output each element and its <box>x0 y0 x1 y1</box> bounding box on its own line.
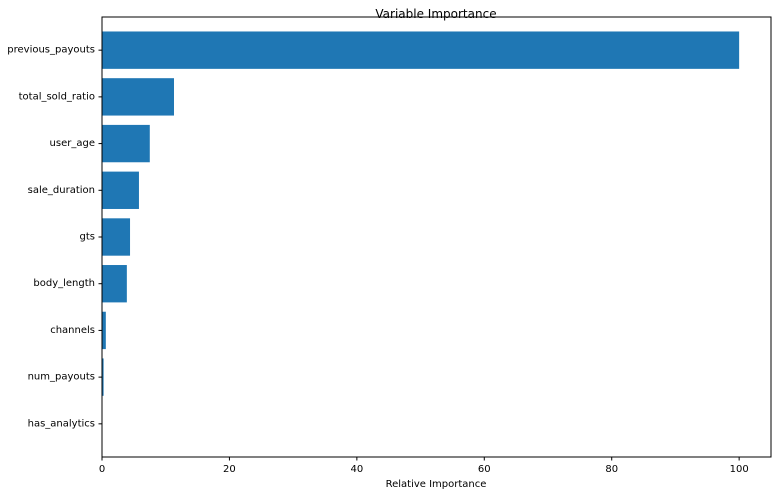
y-tick-label: sale_duration <box>28 185 95 196</box>
y-tick-label: channels <box>50 325 95 336</box>
plot-frame <box>101 16 772 458</box>
y-tick-label: gts <box>80 232 95 243</box>
bar-user-age <box>102 124 150 163</box>
bar-sale-duration <box>102 171 139 209</box>
y-axis: previous_payouts total_sold_ratio user_age… <box>7 45 102 429</box>
x-axis: 0 20 40 60 80 100 <box>99 457 749 475</box>
y-tick-label: user_age <box>50 138 95 149</box>
bar-channels <box>102 311 106 350</box>
x-axis-label: Relative Importance <box>386 479 487 490</box>
bar-num-payouts <box>102 358 104 396</box>
y-tick-label: has_analytics <box>28 418 95 429</box>
y-tick-label: body_length <box>33 278 95 289</box>
y-tick-label: num_payouts <box>28 372 95 383</box>
x-tick-label: 0 <box>99 464 105 475</box>
bar-body-length <box>102 265 127 303</box>
bars <box>102 31 740 443</box>
bar-previous-payouts <box>102 31 740 69</box>
x-tick-label: 80 <box>605 464 618 475</box>
x-tick-label: 100 <box>730 464 749 475</box>
x-tick-label: 60 <box>478 464 491 475</box>
x-tick-label: 40 <box>350 464 363 475</box>
x-tick-label: 20 <box>223 464 236 475</box>
y-tick-label: total_sold_ratio <box>19 91 95 102</box>
chart-title: Variable Importance <box>375 7 496 21</box>
y-tick-label: previous_payouts <box>7 45 95 56</box>
bar-gts <box>102 218 131 256</box>
bar-total-sold-ratio <box>102 78 174 116</box>
